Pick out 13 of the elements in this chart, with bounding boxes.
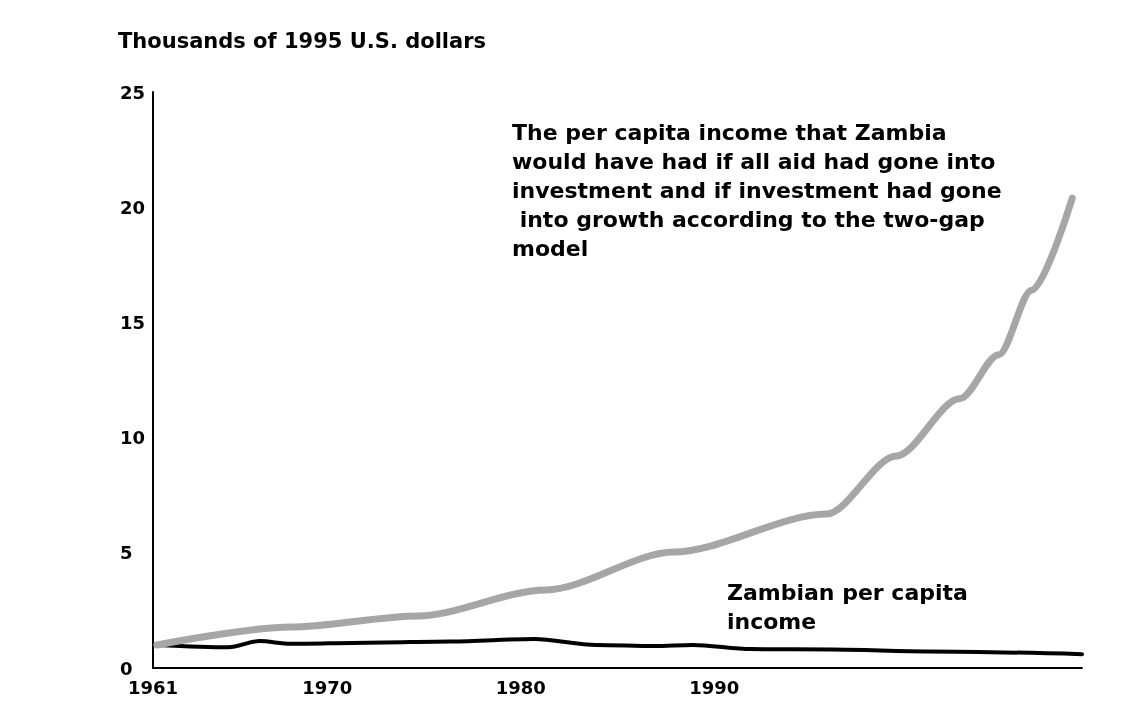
series-label: Zambian per capita income	[727, 580, 976, 634]
y-tick-label: 5	[120, 542, 133, 564]
y-tick-label: 10	[120, 427, 146, 449]
y-tick-label: 15	[120, 311, 146, 333]
x-tick-label: 1990	[689, 676, 740, 698]
x-tick-label: 1970	[302, 676, 353, 698]
y-tick-label: 20	[120, 196, 146, 218]
x-tick-label: 1961	[127, 676, 179, 698]
y-axis-title: Thousands of 1995 U.S. dollars	[118, 28, 487, 53]
y-tick-label: 0	[120, 657, 133, 679]
x-tick-label: 1980	[495, 676, 546, 698]
series-label: The per capita income that Zambia would have had if all aid had gone into investment and if investment had gone into growth according to the two-gap model	[512, 120, 1004, 261]
y-tick-label: 25	[120, 81, 146, 103]
